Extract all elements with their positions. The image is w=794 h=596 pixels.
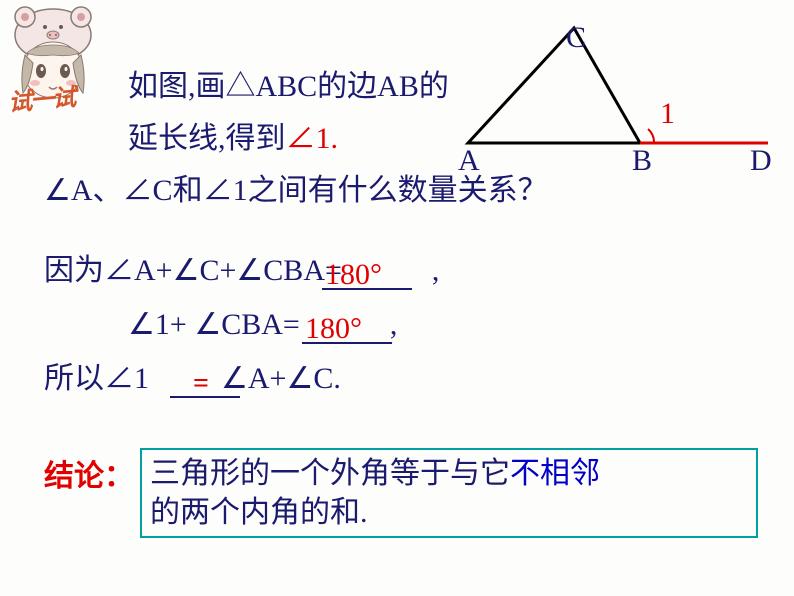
conclusion-label: 结论： (44, 462, 134, 492)
problem-line-1a: 如图,画△ABC的边AB的 (128, 72, 449, 102)
problem-line-1b: 延长线,得到∠1. (128, 124, 338, 154)
proof-1a: 因为∠A+∠C+∠CBA= (44, 254, 342, 287)
underline-1 (322, 288, 412, 292)
conclusion-text-a: 三角形的一个外角等于与它 (150, 457, 510, 490)
angle-1-arc (648, 129, 654, 143)
underline-3 (170, 396, 240, 400)
proof-3a: 所以∠1 (44, 362, 149, 395)
triangle-abc (468, 28, 640, 143)
proof-3b: ∠A+∠C. (221, 362, 341, 395)
conclusion-text-b: 不相邻 (510, 457, 600, 490)
label-B: B (632, 144, 652, 177)
proof-2a: ∠1+ ∠CBA= (128, 308, 300, 341)
problem-angle1: ∠1. (286, 122, 339, 155)
underline-2 (302, 342, 392, 346)
label-A: A (458, 144, 480, 177)
conclusion-box: 三角形的一个外角等于与它不相邻 的两个内角的和. (140, 448, 758, 538)
blank-2: 180° (305, 312, 362, 346)
try-label: 试一试 (7, 77, 76, 118)
triangle-diagram: A B C D 1 (450, 18, 780, 178)
label-D: D (750, 144, 772, 177)
blank-1: 180° (325, 258, 382, 292)
proof-2b: , (390, 308, 398, 341)
label-angle-1: 1 (660, 97, 675, 130)
label-C: C (566, 21, 586, 54)
conclusion-text-c: 的两个内角的和. (150, 496, 368, 529)
problem-line-1b-text: 延长线,得到 (128, 122, 286, 155)
proof-1b: , (432, 254, 440, 287)
